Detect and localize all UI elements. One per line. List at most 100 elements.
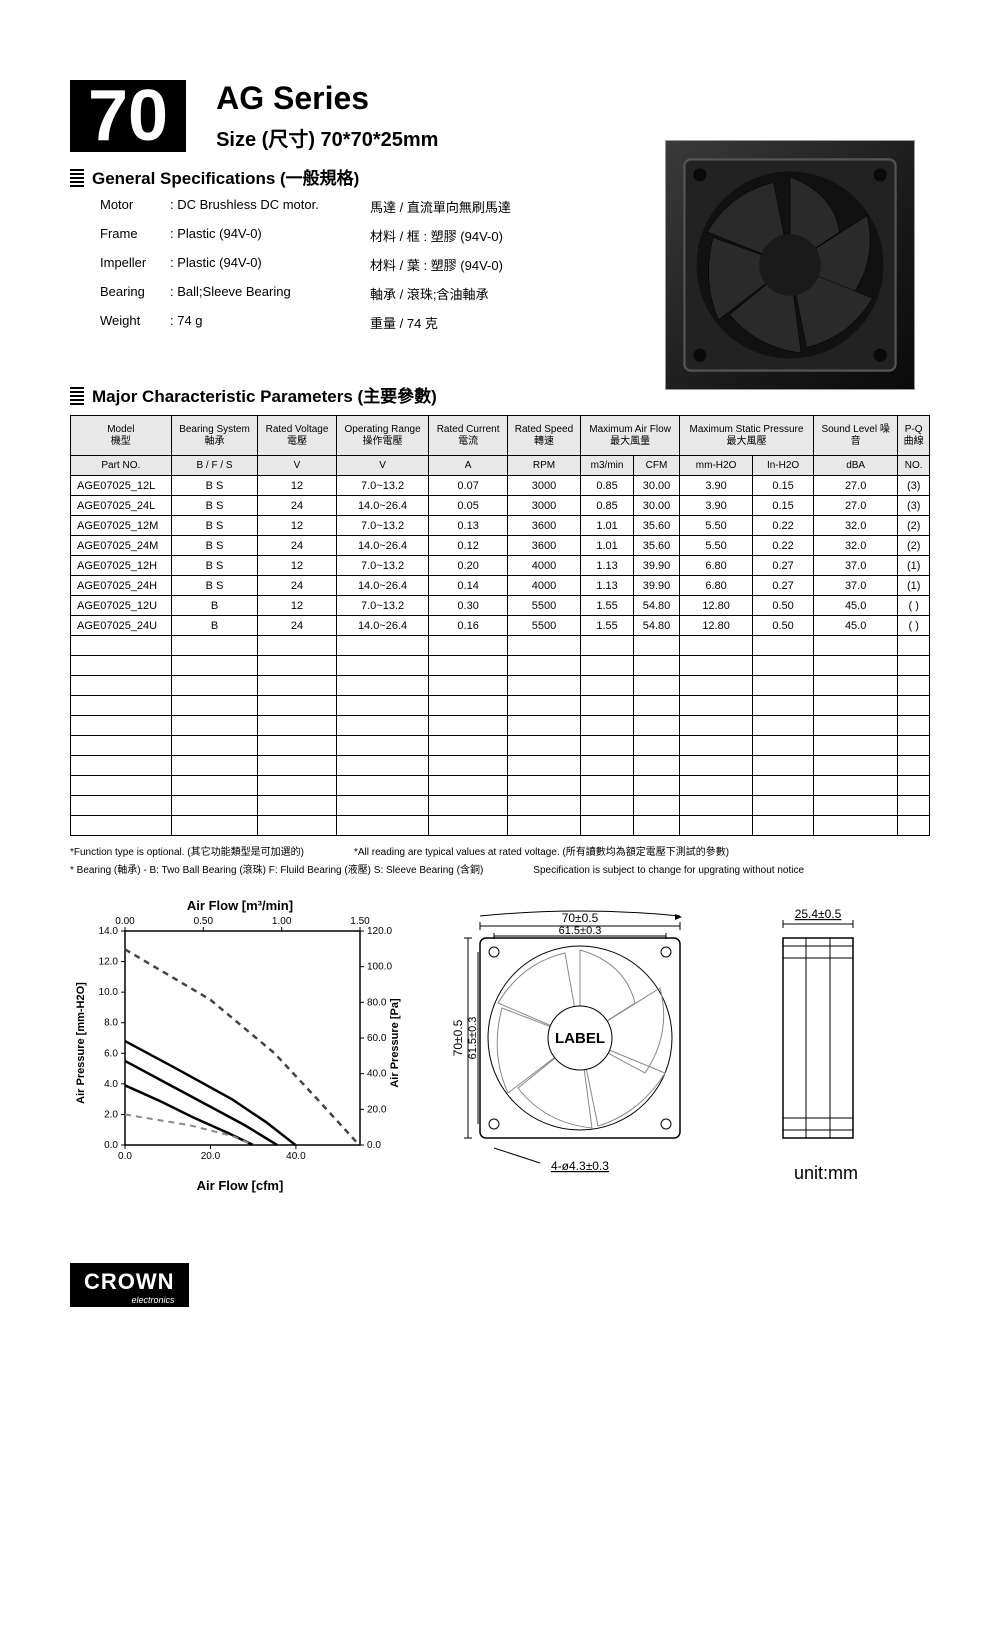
table-subheader: V (336, 456, 429, 476)
svg-text:80.0: 80.0 (367, 997, 387, 1008)
table-row: AGE07025_24LB S2414.0~26.40.0530000.8530… (71, 496, 930, 516)
table-cell: 7.0~13.2 (336, 516, 429, 536)
svg-text:61.5±0.3: 61.5±0.3 (467, 1017, 479, 1060)
spec-value-en: Plastic (94V-0) (170, 226, 370, 245)
table-cell: 0.05 (429, 496, 507, 516)
table-header: Model機型 (71, 416, 172, 456)
svg-text:70±0.5: 70±0.5 (451, 1019, 465, 1056)
table-cell: 0.12 (429, 536, 507, 556)
spec-value-cn: 材料 / 葉 : 塑膠 (94V-0) (370, 255, 570, 274)
model-number: 70 (70, 80, 186, 152)
table-cell: 39.90 (633, 556, 679, 576)
svg-text:LABEL: LABEL (555, 1030, 605, 1047)
table-row: AGE07025_12HB S127.0~13.20.2040001.1339.… (71, 556, 930, 576)
table-cell: 0.15 (753, 496, 814, 516)
table-subheader: In-H2O (753, 456, 814, 476)
svg-text:20.0: 20.0 (201, 1151, 221, 1162)
table-cell: 30.00 (633, 496, 679, 516)
table-cell: 4000 (507, 556, 580, 576)
table-cell: 0.22 (753, 516, 814, 536)
spec-value-en: DC Brushless DC motor. (170, 197, 370, 216)
side-view-block: 25.4±0.5 unit:mm (728, 898, 868, 1184)
spec-label: Motor (100, 197, 170, 216)
spec-value-cn: 材料 / 框 : 塑膠 (94V-0) (370, 226, 570, 245)
table-cell: 45.0 (813, 616, 897, 636)
table-cell: 0.20 (429, 556, 507, 576)
table-cell: 1.55 (581, 596, 634, 616)
table-cell: AGE07025_24M (71, 536, 172, 556)
unit-label: unit:mm (728, 1163, 868, 1184)
svg-text:Air Pressure [mm-H2O]: Air Pressure [mm-H2O] (75, 982, 87, 1104)
svg-text:0.0: 0.0 (104, 1140, 118, 1151)
table-cell: 30.00 (633, 476, 679, 496)
table-row: AGE07025_12MB S127.0~13.20.1336001.0135.… (71, 516, 930, 536)
table-cell: 0.13 (429, 516, 507, 536)
table-row-empty (71, 636, 930, 656)
table-cell: 5.50 (680, 516, 753, 536)
table-cell: (2) (898, 536, 930, 556)
table-cell: 32.0 (813, 516, 897, 536)
table-cell: 0.22 (753, 536, 814, 556)
svg-text:61.5±0.3: 61.5±0.3 (559, 925, 602, 937)
table-cell: AGE07025_24L (71, 496, 172, 516)
pq-chart-svg: 14.012.010.08.06.04.02.00.0120.0100.080.… (70, 913, 410, 1173)
svg-text:0.50: 0.50 (194, 916, 214, 927)
spec-value-cn: 馬達 / 直流單向無刷馬達 (370, 197, 570, 216)
bottom-figures: Air Flow [m³/min] 14.012.010.08.06.04.02… (70, 898, 930, 1193)
svg-text:1.00: 1.00 (272, 916, 292, 927)
table-header: Operating Range操作電壓 (336, 416, 429, 456)
table-cell: (1) (898, 576, 930, 596)
table-cell: 1.13 (581, 576, 634, 596)
table-cell: 5500 (507, 616, 580, 636)
pq-chart: Air Flow [m³/min] 14.012.010.08.06.04.02… (70, 898, 410, 1193)
svg-text:Air Pressure [Pa]: Air Pressure [Pa] (389, 998, 401, 1088)
table-cell: (3) (898, 496, 930, 516)
svg-text:0.0: 0.0 (118, 1151, 132, 1162)
table-cell: 24 (258, 496, 336, 516)
table-row: AGE07025_24HB S2414.0~26.40.1440001.1339… (71, 576, 930, 596)
table-cell: 14.0~26.4 (336, 536, 429, 556)
table-subheader: NO. (898, 456, 930, 476)
table-subheader: dBA (813, 456, 897, 476)
table-cell: 35.60 (633, 536, 679, 556)
svg-text:14.0: 14.0 (99, 926, 119, 937)
table-cell: 0.50 (753, 616, 814, 636)
table-subheader: B / F / S (171, 456, 258, 476)
table-cell: AGE07025_24U (71, 616, 172, 636)
table-row-empty (71, 776, 930, 796)
table-cell: 14.0~26.4 (336, 576, 429, 596)
table-cell: 3000 (507, 476, 580, 496)
table-cell: 24 (258, 576, 336, 596)
table-row-empty (71, 796, 930, 816)
side-view-drawing: 25.4±0.5 (728, 898, 868, 1158)
svg-text:0.0: 0.0 (367, 1140, 381, 1151)
table-subheader: RPM (507, 456, 580, 476)
svg-text:70±0.5: 70±0.5 (562, 911, 599, 925)
spec-value-cn: 重量 / 74 克 (370, 313, 570, 332)
svg-text:6.0: 6.0 (104, 1048, 118, 1059)
table-cell: B (171, 596, 258, 616)
spec-value-en: 74 g (170, 313, 370, 332)
footnotes: *Function type is optional. (其它功能類型是可加選的… (70, 844, 930, 880)
footnote-2a: * Bearing (軸承) - B: Two Ball Bearing (滾珠… (70, 862, 483, 880)
series-title: AG Series (216, 80, 930, 117)
table-subheader: Part NO. (71, 456, 172, 476)
svg-text:10.0: 10.0 (99, 987, 119, 998)
svg-text:0.00: 0.00 (115, 916, 135, 927)
table-header: Maximum Static Pressure最大風壓 (680, 416, 814, 456)
table-cell: 0.85 (581, 476, 634, 496)
svg-text:12.0: 12.0 (99, 957, 119, 968)
spec-label: Impeller (100, 255, 170, 274)
general-specs-title: General Specifications (一般規格) (92, 164, 359, 189)
table-cell: 0.14 (429, 576, 507, 596)
table-cell: ( ) (898, 616, 930, 636)
logo-sub: electronics (84, 1295, 175, 1305)
table-cell: 12 (258, 596, 336, 616)
spec-value-en: Plastic (94V-0) (170, 255, 370, 274)
footnote-1a: *Function type is optional. (其它功能類型是可加選的… (70, 844, 304, 862)
table-cell: 1.13 (581, 556, 634, 576)
table-cell: 3600 (507, 536, 580, 556)
table-cell: (1) (898, 556, 930, 576)
svg-text:4-ø4.3±0.3: 4-ø4.3±0.3 (551, 1159, 609, 1173)
svg-text:8.0: 8.0 (104, 1018, 118, 1029)
